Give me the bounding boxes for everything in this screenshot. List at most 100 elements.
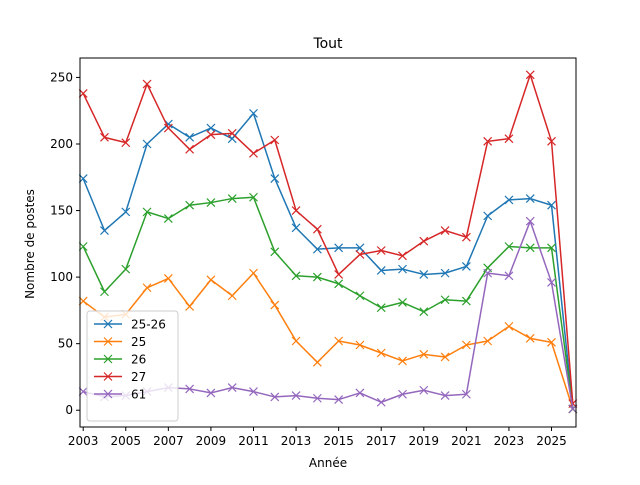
data-point [249, 192, 258, 202]
data-point [312, 244, 322, 254]
data-point [334, 395, 344, 405]
data-point [185, 384, 195, 394]
y-tick-label: 0 [65, 403, 73, 417]
data-point [419, 270, 429, 279]
data-point [504, 271, 514, 281]
data-point [291, 391, 301, 401]
data-point [78, 88, 88, 98]
x-tick-label: 2013 [281, 434, 312, 448]
data-point [398, 251, 407, 261]
x-tick-label: 2007 [153, 434, 184, 448]
data-point [547, 136, 556, 146]
legend-label: 61 [131, 388, 146, 402]
data-point [419, 349, 429, 359]
data-point [419, 236, 429, 246]
y-axis-ticks: 0 50 100 150 200 250 [50, 70, 80, 417]
legend-label: 26 [131, 353, 146, 367]
data-point [291, 271, 301, 281]
data-point [376, 303, 386, 313]
data-point [355, 250, 365, 259]
data-point [525, 333, 535, 343]
legend-item: 26 [94, 353, 146, 367]
data-point [227, 194, 237, 203]
plot-frame [79, 57, 577, 428]
legend-label: 25-26 [131, 318, 166, 332]
x-tick-label: 2015 [323, 434, 354, 448]
data-point [270, 174, 280, 184]
data-point [100, 287, 109, 297]
data-point [355, 388, 365, 398]
data-point [398, 389, 407, 399]
legend-item: 61 [94, 388, 146, 402]
x-tick-label: 2005 [110, 434, 141, 448]
data-point [270, 135, 280, 145]
y-tick-label: 200 [50, 137, 73, 151]
data-point [376, 266, 386, 275]
data-point [312, 272, 322, 282]
data-point [291, 223, 301, 233]
data-point [568, 404, 578, 414]
data-point [355, 291, 365, 301]
series-25-26 [78, 108, 578, 414]
data-point [78, 174, 88, 184]
data-point [376, 397, 386, 407]
data-point [334, 270, 344, 279]
data-point [227, 383, 237, 393]
data-point [440, 268, 450, 278]
data-point [163, 123, 173, 133]
data-point [525, 243, 535, 253]
data-point [334, 336, 344, 346]
data-point [121, 207, 131, 217]
data-point [525, 70, 535, 80]
data-point [440, 391, 450, 401]
data-point [206, 130, 216, 140]
data-point [291, 336, 301, 346]
data-point [547, 200, 556, 210]
data-point [355, 340, 365, 350]
data-point [547, 337, 556, 347]
data-point [78, 387, 88, 397]
data-point [206, 388, 216, 398]
data-point [78, 242, 88, 251]
series-line [82, 272, 574, 410]
data-point [78, 296, 88, 306]
data-point [206, 275, 216, 285]
data-point [483, 136, 493, 146]
data-point [440, 352, 450, 362]
data-point [185, 144, 195, 154]
data-point [206, 198, 216, 207]
x-tick-label: 2009 [196, 434, 227, 448]
data-point [398, 297, 407, 307]
data-point [249, 148, 258, 158]
x-tick-label: 2017 [366, 434, 397, 448]
data-point [249, 268, 258, 278]
data-point [227, 128, 237, 138]
data-point [376, 348, 386, 358]
legend-marker [103, 354, 113, 364]
data-point [461, 389, 471, 399]
data-point [440, 226, 450, 235]
y-tick-label: 150 [50, 204, 73, 218]
data-point [100, 132, 109, 142]
data-point [334, 243, 344, 253]
data-point [483, 336, 493, 346]
legend-marker [103, 372, 113, 381]
data-point [547, 278, 556, 287]
data-point [376, 246, 386, 255]
data-point [249, 108, 258, 118]
data-point [142, 79, 152, 89]
legend-marker [103, 389, 113, 399]
data-point [398, 264, 407, 274]
legend-item: 25 [94, 335, 146, 349]
data-point [419, 385, 429, 395]
y-axis-label: Nombre de postes [23, 189, 37, 299]
x-tick-label: 2023 [494, 434, 525, 448]
x-axis-label: Année [309, 456, 347, 470]
x-tick-label: 2019 [409, 434, 440, 448]
data-point [504, 134, 514, 144]
legend-label: 25 [131, 335, 146, 349]
data-point [227, 291, 237, 301]
data-point [483, 211, 493, 221]
y-tick-label: 50 [58, 337, 73, 351]
data-point [461, 232, 471, 242]
